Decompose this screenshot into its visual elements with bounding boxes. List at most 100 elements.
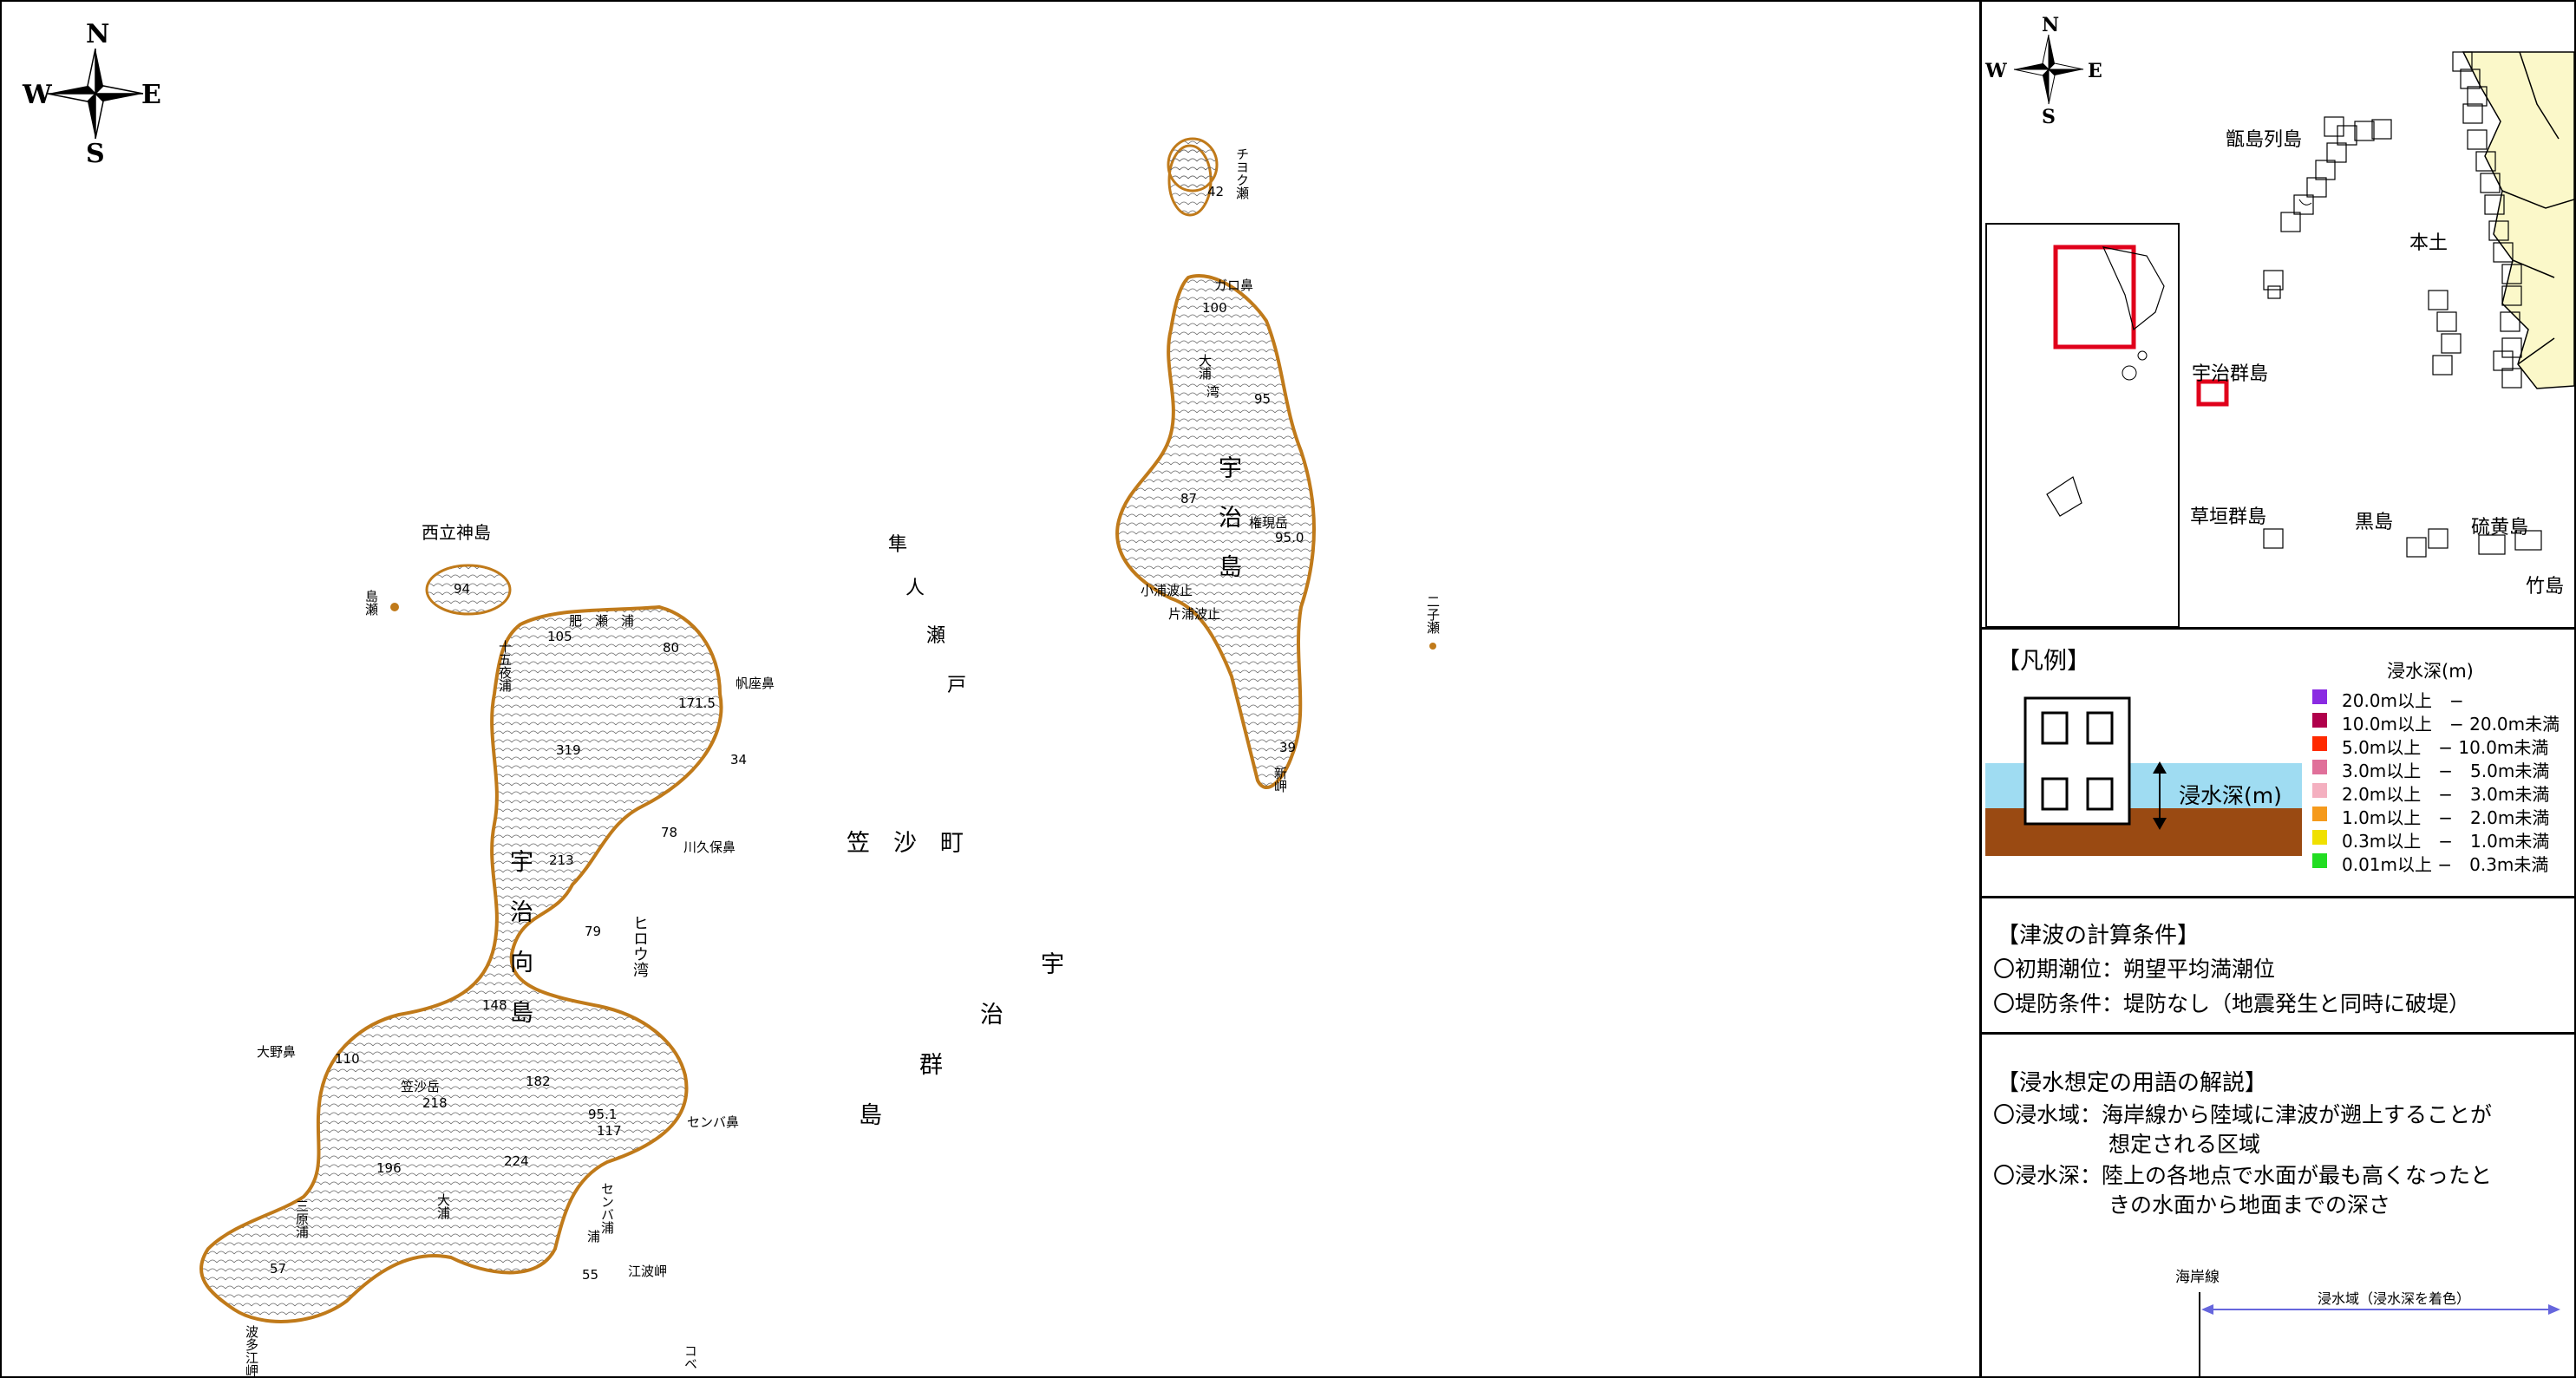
inset-label-takeshima: 竹島 — [2526, 576, 2565, 598]
strait-char-4: 戸 — [947, 675, 967, 696]
inset-label-kusagaki: 草垣群島 — [2190, 506, 2267, 528]
label-shima-se: 島瀬 — [363, 590, 379, 616]
legend-swatch — [2312, 830, 2327, 845]
elevation-55: 55 — [582, 1267, 599, 1283]
inset-compass-e: E — [2088, 60, 2102, 82]
elevation-319: 319 — [556, 742, 581, 758]
inset-compass-icon — [2013, 34, 2084, 105]
inset-map[interactable]: N S E W 甑島列島 本土 宇治群島 草垣群島 黒島 硫黄島 竹島 — [1982, 0, 2575, 628]
label-sea-mark: 湾 — [1205, 385, 1220, 398]
label-ko-ura-nami: 小浦波止 — [1141, 583, 1193, 598]
legend-title: 【凡例】 — [1997, 648, 2090, 675]
label-ooura: 大浦 — [1197, 354, 1213, 380]
uji-group-char-3: 群 — [919, 1052, 943, 1079]
elevation-79: 79 — [585, 924, 602, 939]
conditions-line-2: 〇堤防条件：堤防なし（地震発生と同時に破堤） — [1993, 991, 2471, 1016]
inset-label-koshiki: 甑島列島 — [2226, 129, 2303, 151]
overview-highlight — [2053, 245, 2136, 349]
compass-s: S — [86, 139, 105, 169]
inset-label-kuroshima: 黒島 — [2355, 512, 2394, 533]
inset-box-uji — [2263, 270, 2284, 291]
legend-swatch — [2312, 783, 2327, 798]
elevation-110: 110 — [335, 1051, 360, 1067]
elevation-105: 105 — [547, 629, 572, 644]
strait-char-2: 人 — [906, 578, 925, 599]
uji-group-char-4: 島 — [859, 1102, 882, 1129]
label-tsuura-nami: 片浦波止 — [1168, 606, 1221, 622]
conditions-line-1: 〇初期潮位：朔望平均満潮位 — [1993, 957, 2276, 982]
main-map-canvas — [47, 48, 1436, 1323]
label-ooyama-ura: 大浦 — [435, 1193, 451, 1219]
label-senba-bana: センバ鼻 — [687, 1114, 740, 1130]
elevation-224: 224 — [504, 1153, 529, 1169]
terms-line-2: 想定される区域 — [1993, 1132, 2260, 1157]
elevation-80: 80 — [663, 640, 680, 656]
label-kope: コベ — [683, 1344, 698, 1370]
elevation-95: 95 — [1254, 391, 1272, 407]
inset-uji-highlight — [2196, 379, 2229, 407]
compass-n: N — [86, 19, 110, 49]
inset-map-canvas — [1985, 34, 2575, 628]
label-mihara-ura: 三原浦 — [294, 1199, 310, 1238]
inset-compass-w: W — [1985, 60, 2007, 82]
uji-jima-char-3: 島 — [1219, 554, 1242, 581]
elevation-42: 42 — [1207, 184, 1225, 199]
label-kasasa-dake: 笠沙岳 — [401, 1079, 441, 1094]
uji-mukojima-char-2: 治 — [510, 899, 533, 926]
label-senba-ura: センバ浦 — [599, 1182, 615, 1234]
elevation-34: 34 — [730, 752, 748, 767]
rock-futago-se — [1429, 643, 1436, 650]
terms-line-4: きの水面から地面までの深さ — [1993, 1192, 2390, 1218]
inundation-area-diagram — [2199, 1292, 2560, 1378]
label-shin-misaki: 新岬 — [1272, 767, 1288, 793]
legend-diagram-label: 浸水深(m) — [2179, 783, 2282, 808]
elevation-100: 100 — [1202, 300, 1227, 316]
inset-label-iwojima: 硫黄島 — [2471, 517, 2529, 539]
elevation-78: 78 — [661, 825, 678, 840]
divider-terms — [1979, 1032, 2576, 1035]
coast-label: 海岸線 — [2175, 1269, 2220, 1286]
legend-swatch — [2312, 853, 2327, 868]
compass-rose-icon — [47, 48, 144, 140]
overview-inset — [1985, 223, 2180, 628]
conditions-title: 【津波の計算条件】 — [1997, 923, 2200, 949]
label-enami-misaki: 江波岬 — [628, 1264, 668, 1279]
label-gongen-dake: 権現岳 — [1249, 515, 1289, 531]
elevation-94: 94 — [454, 581, 471, 597]
strait-char-1: 隼 — [888, 534, 908, 556]
divider-conditions — [1979, 896, 2576, 898]
town-label: 笠 沙 町 — [847, 830, 964, 857]
terms-title: 【浸水想定の用語の解説】 — [1997, 1070, 2268, 1096]
label-jugo-ura: 十五夜浦 — [497, 640, 513, 692]
uji-mukojima-char-4: 島 — [510, 1000, 533, 1027]
elevation-39: 39 — [1279, 740, 1297, 755]
panel-divider — [1979, 0, 1982, 1378]
label-hatake-bana: 帆座鼻 — [736, 676, 775, 691]
strait-char-3: 瀬 — [926, 625, 946, 647]
legend-swatch — [2312, 689, 2327, 704]
legend-depth-title: 浸水深(m) — [2387, 661, 2474, 682]
label-nishitategami: 西立神島 — [422, 522, 491, 543]
inset-label-hondo: 本土 — [2409, 232, 2449, 254]
inset-compass-n: N — [2042, 14, 2060, 36]
elevation-95-0: 95.0 — [1275, 530, 1304, 545]
uji-mukojima-char-3: 向 — [510, 950, 533, 976]
elevation-148: 148 — [482, 997, 507, 1013]
compass-e: E — [141, 80, 161, 110]
uji-mukojima-char-1: 宇 — [510, 849, 533, 876]
elevation-87: 87 — [1180, 491, 1198, 506]
label-kamiura: 肥 瀬 浦 — [569, 613, 635, 629]
label-oono-bana: 大野鼻 — [257, 1044, 297, 1060]
elevation-171-5: 171.5 — [678, 696, 716, 711]
main-map[interactable]: N S E W 宇 治 島 宇 治 向 島 宇 治 群 島 笠 沙 町 隼 人 … — [0, 0, 1979, 1378]
terms-line-3: 〇浸水深：陸上の各地点で水面が最も高くなったと — [1993, 1163, 2493, 1188]
elevation-95-1: 95.1 — [588, 1107, 618, 1122]
legend-swatch — [2312, 713, 2327, 728]
legend-diagram — [1985, 696, 2302, 856]
elevation-57: 57 — [270, 1261, 287, 1277]
label-kawakubo-bana: 川久保鼻 — [683, 839, 736, 855]
inset-label-uji: 宇治群島 — [2192, 363, 2269, 385]
elevation-196: 196 — [376, 1160, 402, 1176]
elevation-218: 218 — [422, 1095, 448, 1111]
